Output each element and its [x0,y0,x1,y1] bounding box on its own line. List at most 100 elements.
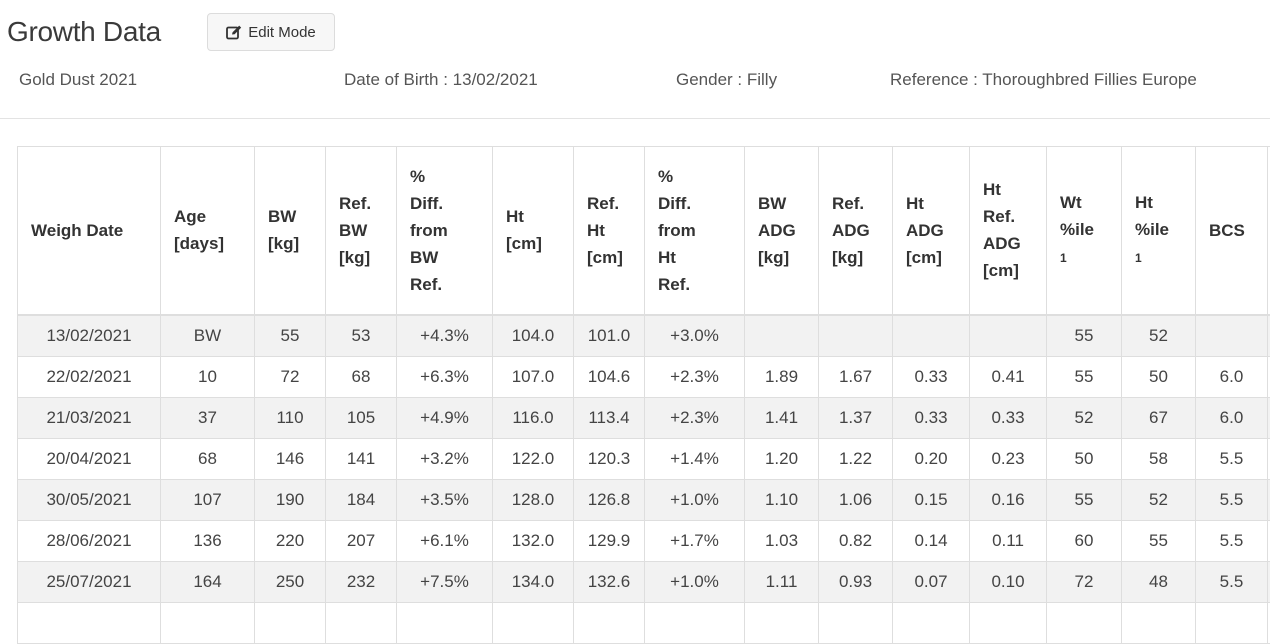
table-cell: +6.3% [397,356,493,397]
column-header-line: [cm] [906,248,942,267]
table-cell: 1.22 [819,438,893,479]
table-cell: +3.5% [397,479,493,520]
table-cell: +3.2% [397,438,493,479]
column-header-line: 1 [1135,251,1142,265]
column-header-line: BW [410,248,438,267]
table-cell: 1.03 [745,520,819,561]
table-cell: 72 [255,356,326,397]
table-cell [819,602,893,643]
table-cell: 0.11 [970,520,1047,561]
column-header-line: %ile [1135,220,1169,239]
column-header: Ht[cm] [493,147,574,315]
column-header-line: Ref. [410,275,442,294]
column-header: Ref.ADG[kg] [819,147,893,315]
table-cell: 55 [1047,315,1122,357]
table-cell: 0.33 [893,397,970,438]
table-cell: 1.20 [745,438,819,479]
table-cell: 53 [326,315,397,357]
table-cell: 52 [1122,479,1196,520]
table-cell: 5.5 [1196,520,1268,561]
table-cell: 0.33 [893,356,970,397]
column-header-line: Ht [1135,193,1153,212]
column-header-line: ADG [758,221,796,240]
table-cell: +3.0% [645,315,745,357]
column-header-line: Weigh Date [31,221,123,240]
column-header: BW[kg] [255,147,326,315]
table-cell: 0.93 [819,561,893,602]
column-header-line: Ref. [587,194,619,213]
table-cell: 13/02/2021 [18,315,161,357]
column-header-line: Ref. [339,194,371,213]
column-header-line: [kg] [339,248,370,267]
table-cell [161,602,255,643]
table-cell: +4.9% [397,397,493,438]
column-header-line: Ref. [832,194,864,213]
column-header-line: Ht [658,248,676,267]
table-cell [745,315,819,357]
table-cell: 5.5 [1196,561,1268,602]
column-header-line: from [410,221,448,240]
table-cell: 37 [161,397,255,438]
column-header: Weigh Date [18,147,161,315]
table-cell [397,602,493,643]
table-cell [893,602,970,643]
table-cell: 1.41 [745,397,819,438]
table-cell [1196,602,1268,643]
table-cell: 55 [1122,520,1196,561]
table-cell: 50 [1122,356,1196,397]
table-cell: 68 [161,438,255,479]
table-cell: 1.67 [819,356,893,397]
edit-mode-button[interactable]: Edit Mode [207,13,335,51]
table-cell: +2.3% [645,356,745,397]
table-cell [1196,315,1268,357]
table-cell: 0.23 [970,438,1047,479]
table-cell [255,602,326,643]
table-cell: 58 [1122,438,1196,479]
table-cell: 0.82 [819,520,893,561]
column-header: Ref. BW [kg] [326,147,397,315]
column-header-line: BW [339,221,367,240]
column-header-line: 1 [1060,251,1067,265]
table-cell: +1.7% [645,520,745,561]
table-cell: 0.15 [893,479,970,520]
table-cell: 0.41 [970,356,1047,397]
column-header-line: ADG [832,221,870,240]
table-cell: 1.37 [819,397,893,438]
column-header-line: Ht [587,221,605,240]
table-cell: 104.6 [574,356,645,397]
table-cell: 48 [1122,561,1196,602]
table-cell: 10 [161,356,255,397]
table-cell [745,602,819,643]
table-cell: 110 [255,397,326,438]
table-row[interactable] [18,602,1270,643]
edit-icon [226,25,242,40]
table-cell: 5.5 [1196,479,1268,520]
table-cell: 21/03/2021 [18,397,161,438]
table-cell: 250 [255,561,326,602]
column-header-line: BCS [1209,221,1245,240]
table-cell: 6.0 [1196,356,1268,397]
column-header-line: [cm] [587,248,623,267]
table-cell [893,315,970,357]
edit-mode-label: Edit Mode [248,24,316,41]
table-cell: 6.0 [1196,397,1268,438]
table-cell: 1.10 [745,479,819,520]
date-of-birth: Date of Birth : 13/02/2021 [344,70,538,90]
table-cell: 0.20 [893,438,970,479]
table-cell [18,602,161,643]
table-cell: 107 [161,479,255,520]
table-cell: 120.3 [574,438,645,479]
table-cell: 1.89 [745,356,819,397]
table-cell: 52 [1047,397,1122,438]
